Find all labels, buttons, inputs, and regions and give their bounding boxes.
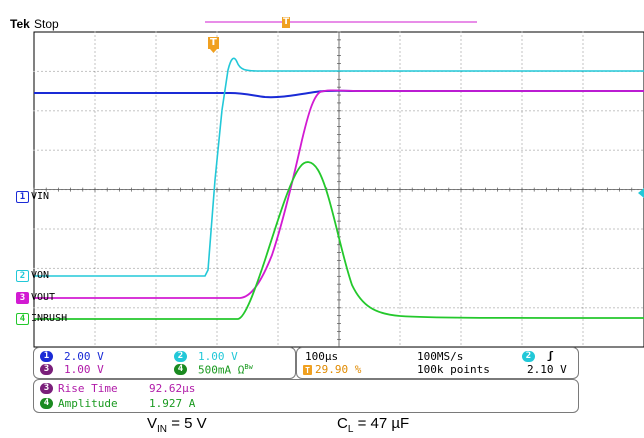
caption-vin-subscript: IN	[157, 424, 168, 435]
caption-vin: VIN = 5 V	[147, 415, 207, 435]
measurement-2-badge: 4	[40, 398, 53, 409]
trigger-source-badge: 2	[522, 351, 535, 362]
measurement-2-name: Amplitude	[58, 397, 118, 410]
caption-cl-value: = 47 µF	[357, 415, 410, 432]
vertical-settings-panel[interactable]: 1 2.00 V 2 1.00 V 3 1.00 V 4 500mA ΩBw	[33, 347, 296, 379]
channel-4-label: INRUSH	[31, 313, 68, 324]
brand-logo: Tek	[10, 17, 30, 31]
caption-cl: CL = 47 µF	[337, 415, 409, 435]
measurement-1-badge: 3	[40, 383, 53, 394]
sample-rate: 100MS/s	[417, 350, 464, 363]
channel-1-marker-icon: 1	[16, 191, 29, 203]
measurement-1-value: 92.62µs	[149, 382, 196, 395]
ch4-scale[interactable]: 500mA ΩBw	[198, 363, 253, 377]
channel-2-marker-icon: 2	[16, 270, 29, 282]
bandwidth-limit-icon: Bw	[244, 363, 253, 371]
ch1-scale[interactable]: 2.00 V	[64, 350, 104, 363]
ch3-badge: 3	[40, 364, 53, 375]
ch4-scale-value: 500mA Ω	[198, 363, 245, 377]
ch3-scale[interactable]: 1.00 V	[64, 363, 104, 376]
caption-vin-symbol: V	[147, 415, 158, 432]
trigger-position-icon: T	[303, 365, 312, 375]
channel-1-label: VIN	[31, 191, 50, 202]
trigger-level-arrow[interactable]	[638, 188, 644, 198]
channel-3-marker-icon: 3	[16, 292, 29, 304]
vout-waveform	[34, 89, 644, 299]
trigger-slope-icon: ʃ	[547, 349, 554, 362]
ch4-badge: 4	[174, 364, 187, 375]
caption-cl-symbol: C	[337, 415, 348, 432]
channel-2-label: VON	[31, 270, 50, 281]
horizontal-trigger-panel[interactable]: 100µs 100MS/s 2 ʃ T 29.90 % 100k points …	[296, 347, 579, 379]
caption-cl-subscript: L	[347, 424, 354, 435]
measurement-1-name: Rise Time	[58, 382, 118, 395]
ch2-scale[interactable]: 1.00 V	[198, 350, 238, 363]
channel-4-marker-icon: 4	[16, 313, 29, 325]
trigger-position-glyph: T	[283, 17, 290, 27]
waveforms	[34, 57, 644, 320]
channel-3-label: VOUT	[31, 292, 56, 303]
von-waveform	[34, 57, 644, 277]
trigger-time-marker[interactable]	[208, 37, 219, 53]
inrush-waveform	[34, 161, 644, 320]
measurement-2-value: 1.927 A	[149, 397, 196, 410]
acquisition-status: Stop	[34, 17, 59, 31]
trigger-time-glyph: T	[210, 37, 217, 48]
ch1-badge: 1	[40, 351, 53, 362]
ch2-badge: 2	[174, 351, 187, 362]
measurements-panel[interactable]: 3 Rise Time 92.62µs 4 Amplitude 1.927 A	[33, 379, 579, 413]
trigger-level[interactable]: 2.10 V	[527, 363, 567, 376]
timebase[interactable]: 100µs	[305, 350, 339, 363]
caption-vin-value: = 5 V	[171, 415, 207, 432]
trigger-position-marker[interactable]	[282, 17, 290, 28]
record-length: 100k points	[417, 363, 490, 376]
trigger-position[interactable]: 29.90 %	[315, 363, 362, 376]
